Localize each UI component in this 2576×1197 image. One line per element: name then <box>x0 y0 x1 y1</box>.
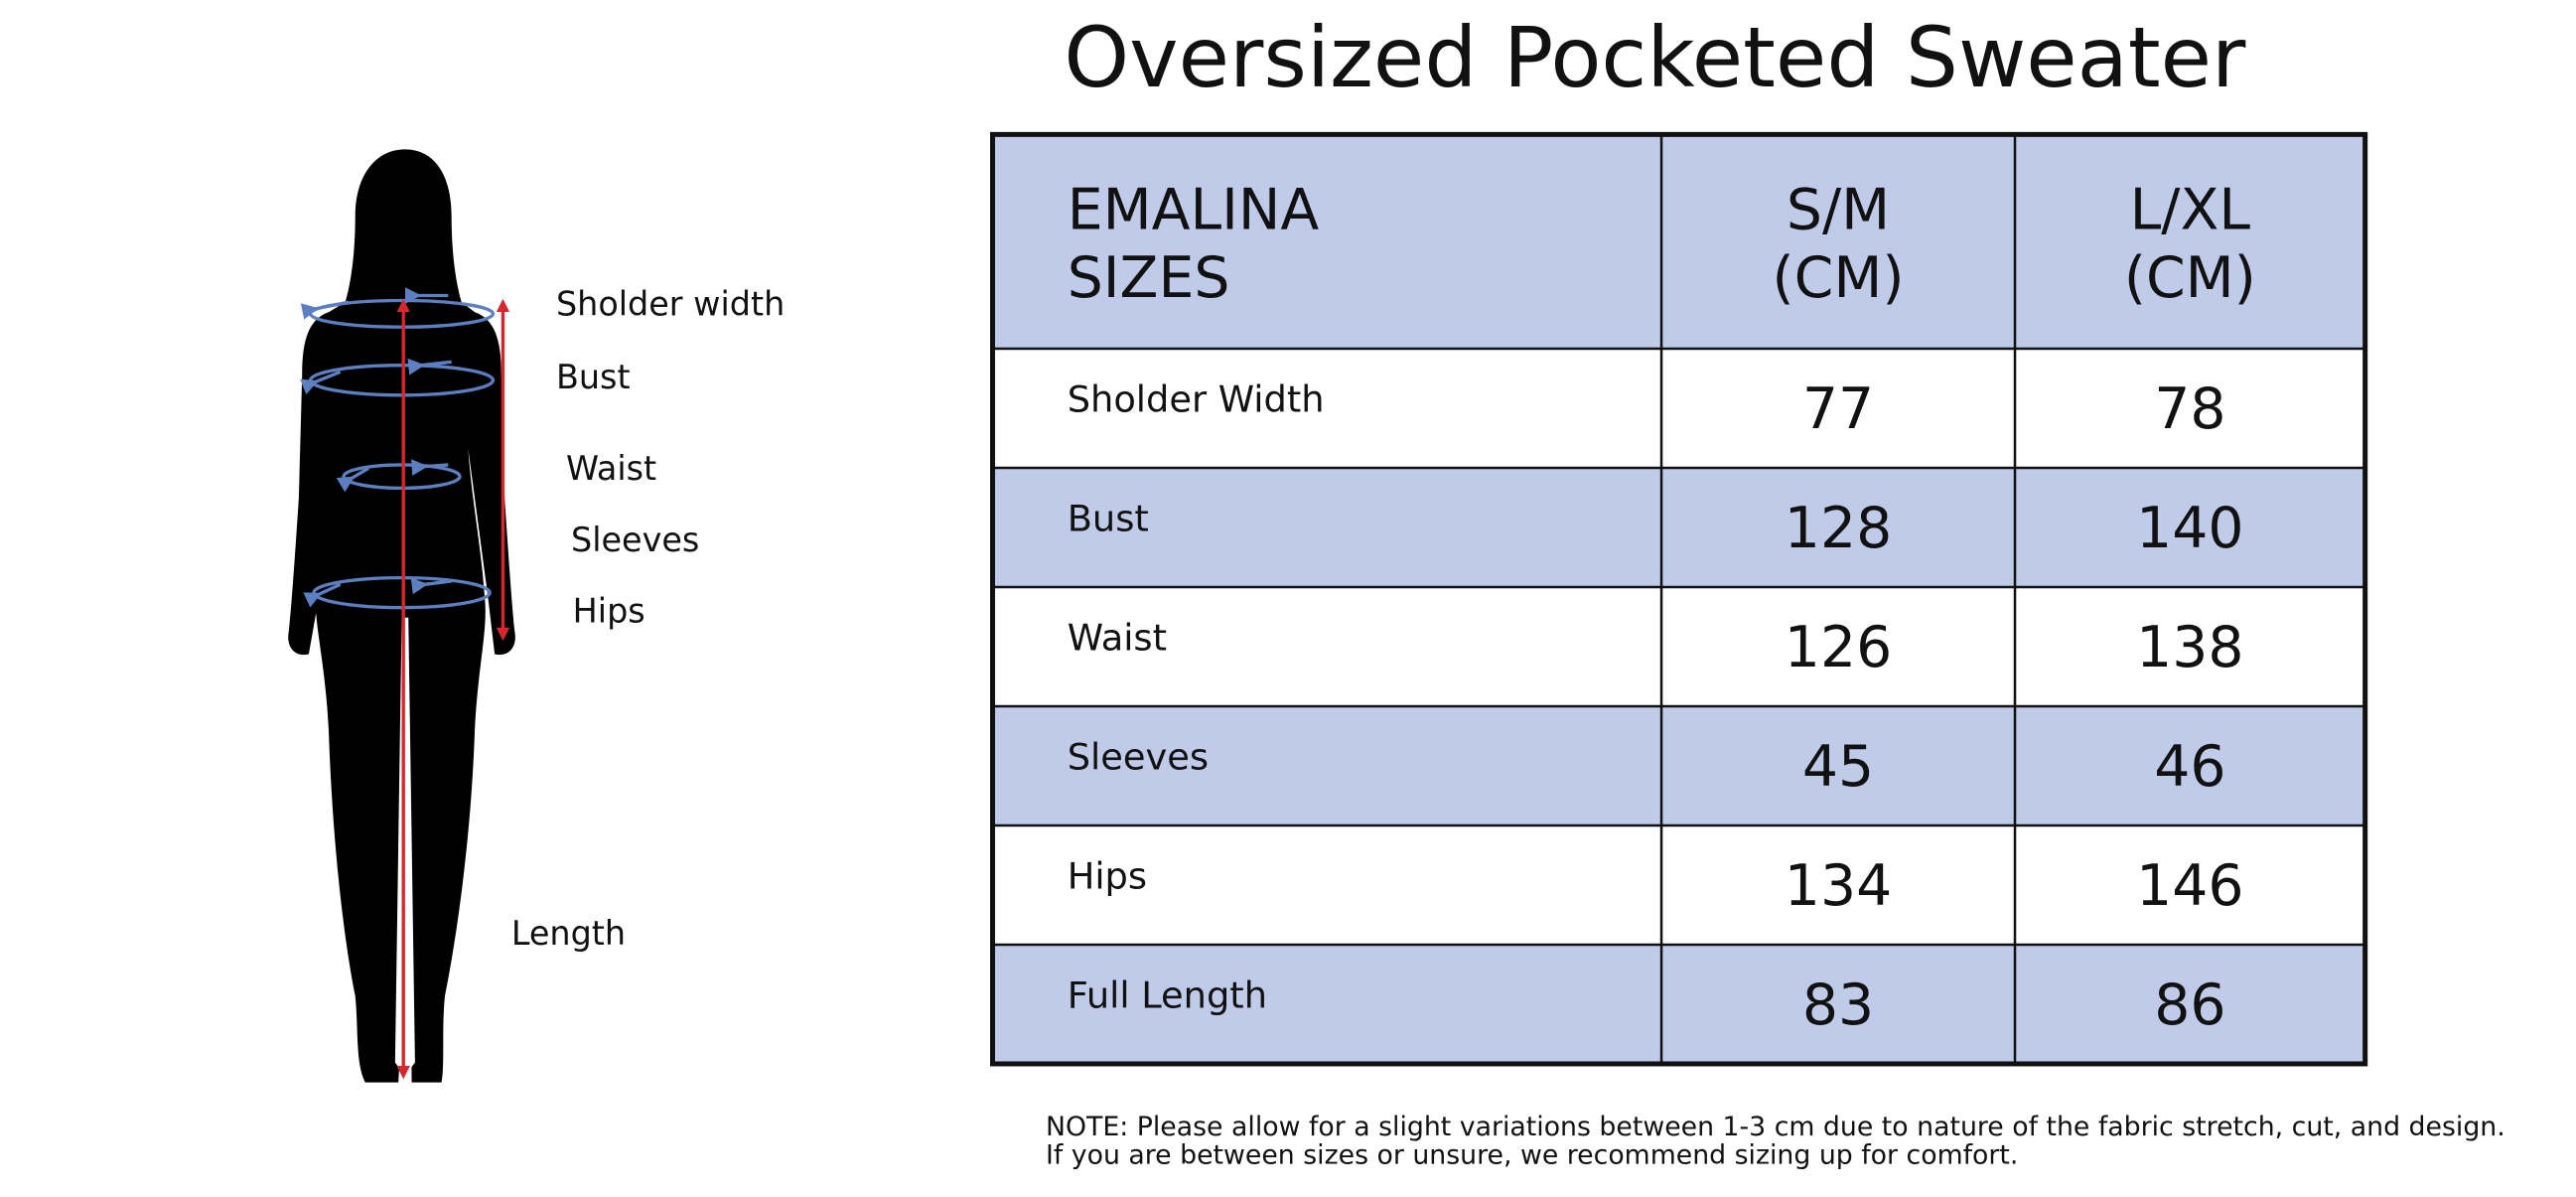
row-label: Bust <box>1068 497 1149 539</box>
cell-value: 86 <box>2154 973 2225 1038</box>
header-cell: SIZES <box>1068 245 1230 311</box>
cell-value: 128 <box>1785 496 1892 561</box>
header-cell: S/M <box>1787 178 1890 243</box>
row-label: Sleeves <box>1068 735 1209 778</box>
cell-value: 46 <box>2154 734 2225 800</box>
row-label: Waist <box>1068 616 1167 659</box>
cell-value: 77 <box>1802 376 1874 442</box>
note-line: If you are between sizes or unsure, we r… <box>1046 1140 2018 1171</box>
header-cell: EMALINA <box>1068 178 1320 243</box>
cell-value: 83 <box>1802 973 1874 1038</box>
row-label: Sholder Width <box>1068 377 1325 420</box>
table-row <box>992 467 2365 587</box>
table-border <box>990 131 2368 1067</box>
cell-value: 146 <box>2136 853 2243 919</box>
table-row <box>992 705 2365 825</box>
table-row <box>992 824 2365 945</box>
header-cell: L/XL <box>2130 178 2251 243</box>
row-label: Hips <box>1068 854 1147 897</box>
table-row <box>992 348 2365 468</box>
table-row <box>992 586 2365 706</box>
header-cell: (CM) <box>2124 245 2256 311</box>
figure-label: Sleeves <box>571 521 699 559</box>
note-line: NOTE: Please allow for a slight variatio… <box>1046 1112 2505 1142</box>
figure-label: Sholder width <box>556 285 785 324</box>
figure-label: Length <box>511 914 626 953</box>
cell-value: 78 <box>2154 376 2225 442</box>
cell-value: 140 <box>2136 496 2243 561</box>
figure-label: Hips <box>573 592 645 631</box>
silhouette <box>288 149 515 1083</box>
page-title: Oversized Pocketed Sweater <box>1064 9 2246 106</box>
header-cell: (CM) <box>1773 245 1905 311</box>
cell-value: 45 <box>1802 734 1874 800</box>
figure-label: Waist <box>566 449 656 488</box>
cell-value: 138 <box>2136 615 2243 680</box>
cell-value: 134 <box>1785 853 1892 919</box>
header-row <box>992 134 2365 349</box>
cell-value: 126 <box>1785 615 1892 680</box>
figure-labels: Sholder width Bust Waist Sleeves Hips Length <box>511 285 785 953</box>
table-row <box>992 944 2365 1064</box>
row-label: Full Length <box>1068 973 1267 1016</box>
figure-label: Bust <box>556 358 631 396</box>
